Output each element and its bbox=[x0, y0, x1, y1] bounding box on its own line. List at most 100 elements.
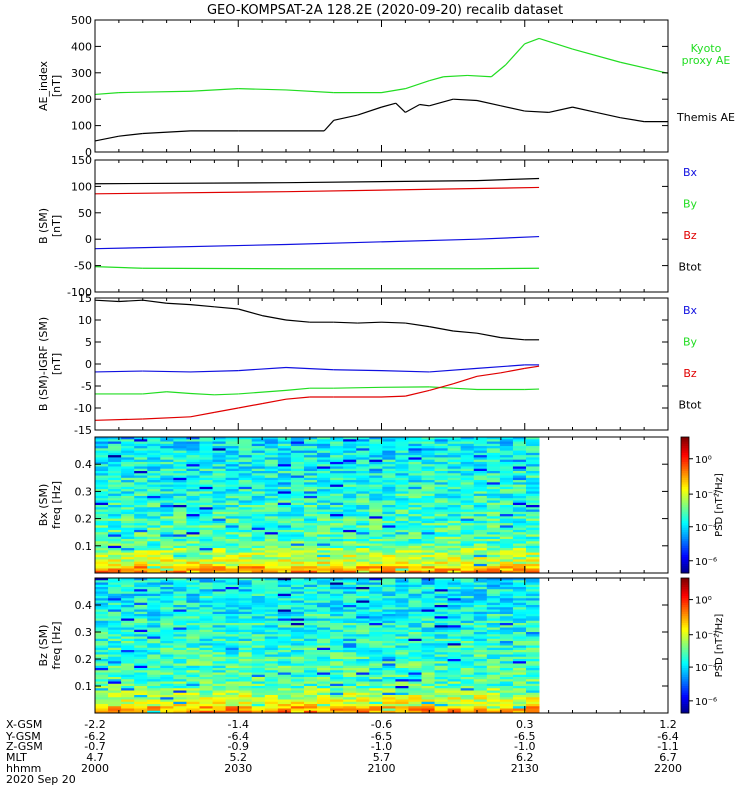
spectrogram-cell bbox=[395, 688, 409, 691]
spectrogram-cell bbox=[343, 477, 357, 481]
spectrogram-cell bbox=[147, 543, 161, 547]
spectrogram-cell bbox=[173, 477, 187, 481]
spectrogram-cell bbox=[212, 695, 227, 698]
spectrogram-cell bbox=[160, 656, 174, 660]
spectrogram-cell bbox=[499, 486, 514, 490]
spectrogram-cell bbox=[369, 634, 383, 637]
spectrogram-cell bbox=[499, 632, 514, 635]
spectrogram-cell bbox=[303, 593, 318, 597]
spectrogram-cell bbox=[421, 520, 435, 524]
spectrogram-cell bbox=[108, 518, 122, 522]
spectrogram-cell bbox=[238, 495, 253, 499]
spectrogram-cell bbox=[264, 559, 279, 563]
spectrogram-cell bbox=[473, 498, 488, 501]
spectrogram-cell bbox=[238, 602, 253, 606]
spectrogram-cell bbox=[160, 647, 174, 651]
y-axis-label: AE_index bbox=[37, 60, 50, 111]
spectrogram-cell bbox=[121, 473, 135, 476]
spectrogram-cell bbox=[95, 634, 109, 637]
spectrogram-cell bbox=[473, 511, 488, 515]
spectrogram-cell bbox=[486, 614, 501, 617]
spectrogram-cell bbox=[95, 582, 109, 586]
spectrogram-cell bbox=[199, 587, 213, 590]
spectrogram-cell bbox=[121, 620, 135, 624]
spectrogram-cell bbox=[447, 502, 462, 506]
spectrogram-cell bbox=[238, 616, 253, 619]
spectrogram-cell bbox=[95, 665, 109, 669]
spectrogram-cell bbox=[447, 482, 462, 485]
spectrogram-cell bbox=[499, 489, 514, 492]
spectrogram-cell bbox=[186, 686, 200, 689]
spectrogram-cell bbox=[317, 650, 331, 653]
spectrogram-cell bbox=[460, 623, 475, 626]
spectrogram-cell bbox=[186, 587, 200, 590]
spectrogram-cell bbox=[395, 507, 409, 510]
spectrogram-cell bbox=[251, 570, 266, 574]
spectrogram-cell bbox=[238, 505, 253, 508]
colorbar-segment bbox=[681, 602, 689, 606]
spectrogram-cell bbox=[356, 643, 370, 646]
spectrogram-cell bbox=[199, 618, 213, 622]
spectrogram-cell bbox=[238, 520, 253, 524]
spectrogram-cell bbox=[395, 598, 409, 601]
spectrogram-cell bbox=[317, 491, 331, 495]
spectrogram-cell bbox=[382, 516, 396, 519]
spectrogram-cell bbox=[395, 498, 409, 501]
spectrogram-cell bbox=[160, 692, 174, 696]
spectrogram-cell bbox=[199, 529, 213, 533]
spectrogram-cell bbox=[382, 665, 396, 669]
y-tick-label: 50 bbox=[78, 207, 92, 220]
spectrogram-cell bbox=[526, 636, 540, 640]
spectrogram-cell bbox=[95, 568, 109, 572]
spectrogram-cell bbox=[186, 452, 200, 456]
spectrogram-cell bbox=[473, 518, 488, 522]
spectrogram-cell bbox=[356, 461, 370, 465]
spectrogram-cell bbox=[395, 623, 409, 626]
spectrogram-cell bbox=[173, 686, 187, 689]
spectrogram-cell bbox=[147, 484, 161, 488]
ephemeris-value: 2200 bbox=[654, 762, 682, 775]
spectrogram-cell bbox=[186, 695, 200, 698]
spectrogram-cell bbox=[317, 437, 331, 440]
spectrogram-cell bbox=[473, 674, 488, 678]
spectrogram-cell bbox=[526, 563, 540, 567]
spectrogram-cell bbox=[173, 663, 187, 667]
spectrogram-cell bbox=[134, 539, 148, 542]
spectrogram-cell bbox=[134, 437, 148, 440]
colorbar-segment bbox=[681, 502, 689, 506]
spectrogram-cell bbox=[526, 656, 540, 660]
y-tick-label: 0.1 bbox=[75, 680, 93, 693]
spectrogram-cell bbox=[408, 539, 422, 542]
spectrogram-cell bbox=[186, 625, 200, 628]
spectrogram-cell bbox=[212, 520, 227, 524]
spectrogram-cell bbox=[512, 620, 527, 624]
spectrogram-cell bbox=[290, 459, 305, 463]
spectrogram-cell bbox=[434, 704, 449, 707]
spectrogram-cell bbox=[421, 557, 435, 560]
spectrogram-cell bbox=[395, 647, 409, 651]
spectrogram-cell bbox=[173, 570, 187, 574]
spectrogram-cell bbox=[251, 641, 266, 644]
spectrogram-cell bbox=[95, 627, 109, 631]
spectrogram-cell bbox=[343, 647, 357, 651]
panel-frame bbox=[94, 297, 669, 431]
spectrogram-cell bbox=[434, 683, 449, 687]
series-segment bbox=[285, 366, 334, 371]
spectrogram-cell bbox=[486, 623, 501, 626]
spectrogram-cell bbox=[121, 665, 135, 669]
spectrogram-cell bbox=[317, 550, 331, 553]
series-black bbox=[94, 299, 540, 341]
spectrogram-cell bbox=[290, 665, 305, 669]
spectrogram-cell bbox=[251, 561, 266, 565]
spectrogram-cell bbox=[369, 468, 383, 472]
spectrogram-cell bbox=[343, 692, 357, 696]
spectrogram-cell bbox=[382, 570, 396, 574]
legend-entry: Bx bbox=[683, 166, 698, 179]
spectrogram-cell bbox=[173, 489, 187, 492]
spectrogram-cell bbox=[486, 500, 501, 504]
spectrogram-cell bbox=[225, 647, 240, 651]
spectrogram-cell bbox=[277, 582, 292, 586]
colorbar-tick-label: 10⁻² bbox=[695, 631, 717, 642]
spectrogram-cell bbox=[447, 688, 462, 691]
